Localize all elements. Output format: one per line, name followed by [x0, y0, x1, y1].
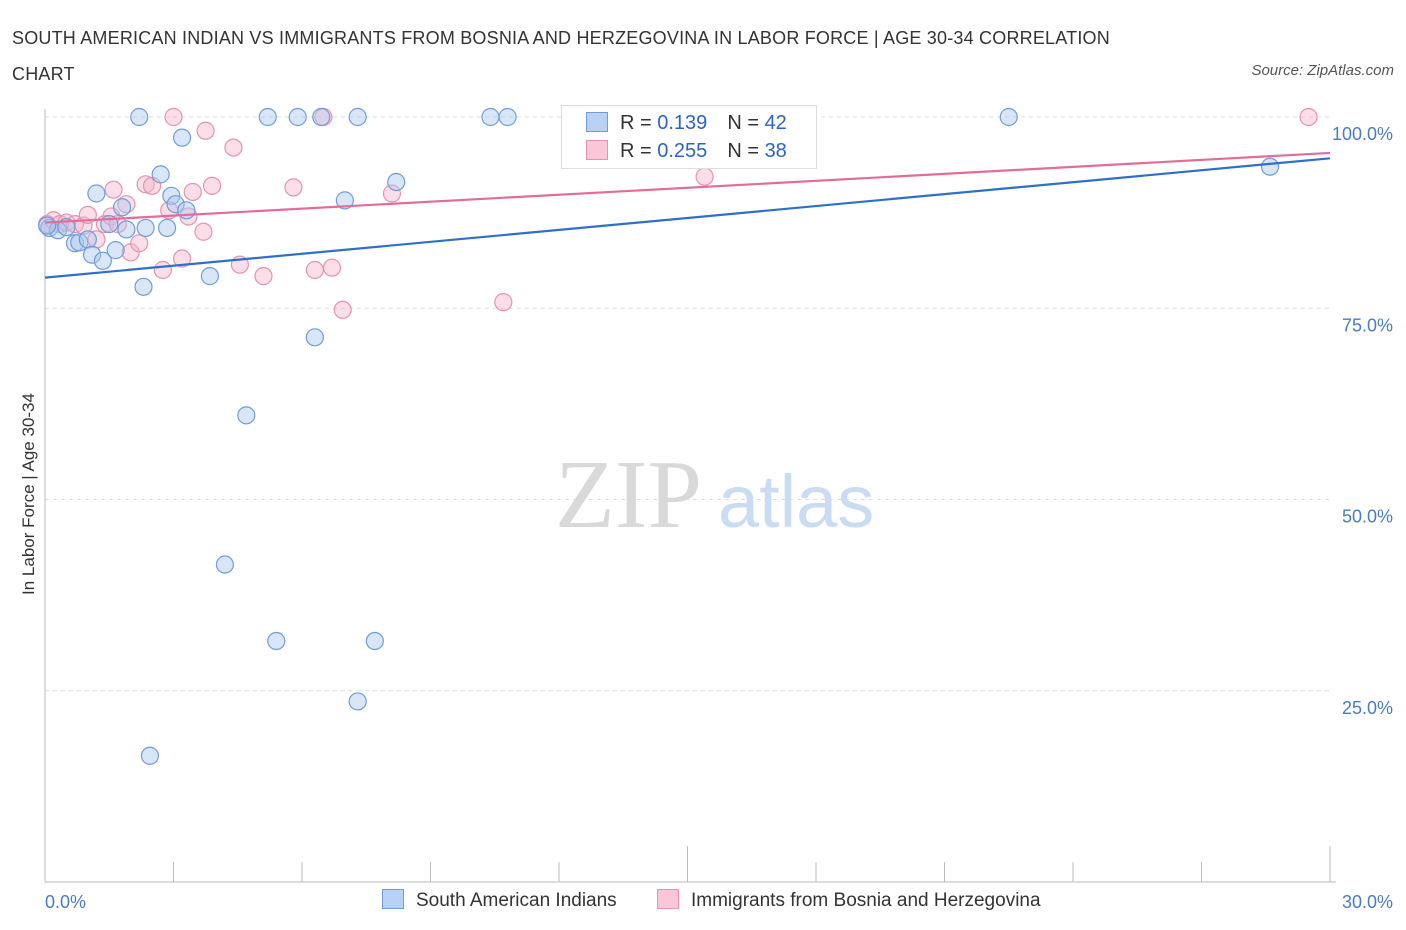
legend-swatch-pink: [586, 140, 608, 160]
point-south-american-indian: [166, 195, 185, 214]
point-south-american-indian: [157, 218, 177, 238]
axes: [44, 109, 1336, 883]
point-south-american-indian: [78, 230, 97, 249]
x-tick-label: 30.0%: [1342, 892, 1393, 912]
legend-row-pink: R = 0.255 N = 38: [586, 140, 787, 166]
point-bosnia: [333, 300, 352, 319]
point-south-american-indian: [498, 107, 517, 127]
point-bosnia: [194, 222, 213, 241]
watermark-atlas: atlas: [718, 460, 874, 543]
legend-r-label: R =: [620, 112, 658, 134]
point-bosnia: [284, 178, 303, 197]
point-bosnia: [322, 258, 342, 277]
trend-lines: [44, 151, 1331, 279]
point-south-american-indian: [312, 107, 331, 127]
point-south-american-indian: [117, 220, 136, 239]
legend-n-value: 42: [764, 112, 787, 134]
y-tick-label: 50.0%: [1342, 507, 1393, 527]
point-south-american-indian: [172, 128, 192, 147]
point-bosnia: [305, 260, 324, 280]
point-south-american-indian: [365, 631, 384, 651]
bottom-legend-pink: Immigrants from Bosnia and Herzegovina: [657, 889, 1041, 912]
point-south-american-indian: [140, 746, 160, 765]
point-south-american-indian: [130, 107, 149, 127]
watermark-zip: ZIP: [555, 441, 702, 549]
point-bosnia: [164, 107, 183, 127]
point-south-american-indian: [348, 692, 367, 711]
point-bosnia: [254, 267, 273, 286]
point-south-american-indian: [288, 107, 307, 127]
point-bosnia: [172, 249, 192, 268]
bottom-legend-swatch-blue: [382, 889, 404, 909]
point-south-american-indian: [387, 172, 406, 192]
point-south-american-indian: [999, 107, 1018, 127]
point-south-american-indian: [136, 218, 155, 238]
point-south-american-indian: [106, 241, 125, 260]
point-south-american-indian: [134, 277, 153, 296]
point-south-american-indian: [481, 107, 500, 127]
point-bosnia: [130, 234, 149, 253]
bottom-legend-label-blue: South American Indians: [416, 890, 617, 911]
x-tick-label: 0.0%: [45, 892, 86, 912]
point-south-american-indian: [258, 107, 277, 127]
legend-r-value: 0.139: [657, 112, 708, 134]
legend-n-value: 38: [764, 140, 787, 162]
bottom-legend-swatch-pink: [657, 889, 679, 909]
point-bosnia: [104, 180, 123, 199]
y-axis-label: In Labor Force | Age 30-34: [19, 393, 38, 595]
source-label: Source: ZipAtlas.com: [1251, 62, 1394, 79]
point-bosnia: [202, 176, 222, 195]
point-south-american-indian: [267, 631, 286, 651]
legend-n-label: N =: [727, 112, 765, 134]
point-south-american-indian: [162, 186, 181, 205]
point-south-american-indian: [93, 251, 112, 270]
point-south-american-indian: [200, 267, 220, 286]
point-south-american-indian: [83, 245, 102, 264]
legend-r-label: R =: [620, 140, 658, 162]
point-south-american-indian: [348, 107, 367, 127]
point-south-american-indian: [151, 165, 170, 184]
y-tick-label: 75.0%: [1342, 315, 1393, 335]
point-bosnia: [136, 175, 155, 194]
point-south-american-indian: [87, 184, 106, 203]
point-south-american-indian: [112, 198, 132, 217]
point-south-american-indian: [335, 191, 354, 210]
grid-lines: [45, 116, 1330, 692]
legend-row-blue: R = 0.139 N = 42: [586, 112, 787, 138]
correlation-legend: R = 0.139 N = 42 R = 0.255 N = 38: [561, 105, 817, 169]
y-tick-label: 100.0%: [1332, 124, 1393, 144]
trend-line-south-american-indians: [44, 157, 1331, 279]
tick-labels: 100.0% 75.0% 50.0% 25.0% 0.0% 30.0%: [45, 124, 1393, 912]
bottom-legend-label-pink: Immigrants from Bosnia and Herzegovina: [691, 890, 1041, 911]
point-bosnia: [382, 184, 402, 203]
chart-title: SOUTH AMERICAN INDIAN VS IMMIGRANTS FROM…: [12, 28, 1110, 84]
point-south-american-indian: [237, 406, 256, 425]
point-bosnia: [153, 260, 172, 280]
point-south-american-indian: [215, 555, 234, 574]
legend-n-label: N =: [727, 140, 765, 162]
point-bosnia: [224, 138, 243, 157]
point-bosnia: [695, 167, 714, 186]
legend-r-value: 0.255: [657, 140, 708, 162]
point-bosnia: [183, 182, 202, 202]
point-south-american-indian: [1260, 157, 1280, 176]
point-south-american-indian: [57, 218, 76, 237]
point-bosnia: [1299, 107, 1318, 127]
watermark: ZIP atlas: [555, 441, 874, 549]
legend-swatch-blue: [586, 112, 608, 132]
point-bosnia: [196, 121, 215, 140]
trend-line-bosnia: [44, 151, 1331, 224]
y-tick-label: 25.0%: [1342, 698, 1393, 718]
bottom-legend-blue: South American Indians: [382, 889, 617, 912]
point-bosnia: [494, 293, 513, 312]
point-south-american-indian: [38, 216, 57, 235]
point-south-american-indian: [305, 328, 324, 347]
series-south-american-indians: [38, 107, 1280, 765]
